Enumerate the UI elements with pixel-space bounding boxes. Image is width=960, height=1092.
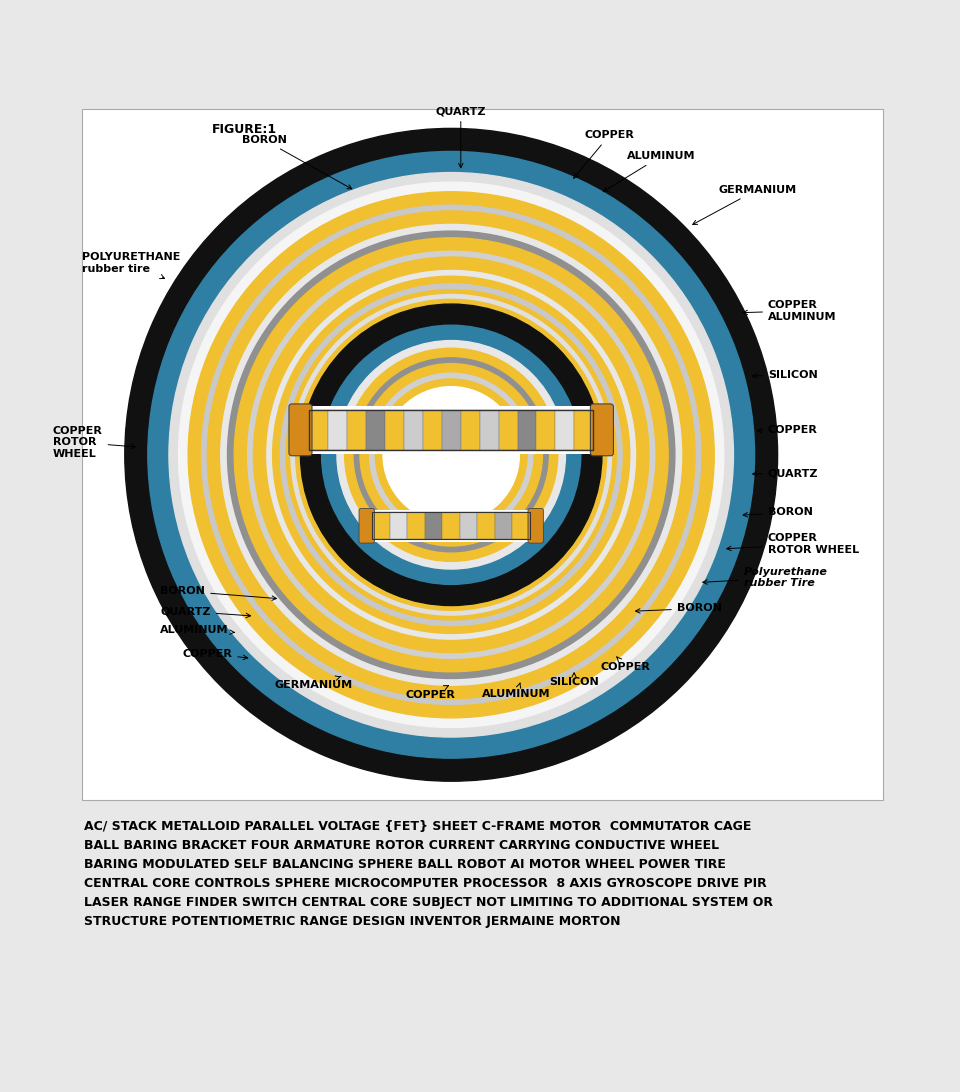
Text: COPPER
ALUMINUM: COPPER ALUMINUM: [743, 300, 836, 322]
Text: BORON: BORON: [242, 134, 351, 189]
Bar: [422, 410, 442, 450]
Text: ALUMINUM: ALUMINUM: [160, 626, 234, 636]
Text: ALUMINUM: ALUMINUM: [603, 151, 695, 192]
Bar: [366, 410, 385, 450]
Text: QUARTZ: QUARTZ: [160, 606, 251, 618]
Bar: [477, 512, 495, 539]
Text: SILICON: SILICON: [753, 370, 818, 380]
Bar: [460, 512, 477, 539]
Bar: [574, 410, 593, 450]
Text: GERMANIUM: GERMANIUM: [693, 185, 796, 225]
Text: COPPER: COPPER: [574, 130, 635, 178]
Bar: [461, 410, 480, 450]
Text: Polyurethane
rubber Tire: Polyurethane rubber Tire: [703, 567, 828, 589]
Bar: [442, 410, 461, 450]
Bar: [292, 406, 611, 454]
Bar: [443, 512, 460, 539]
Text: BORON: BORON: [743, 508, 813, 518]
Text: FIGURE:1: FIGURE:1: [212, 123, 277, 135]
Bar: [407, 512, 425, 539]
Text: COPPER: COPPER: [405, 686, 455, 700]
Bar: [425, 512, 443, 539]
Text: QUARTZ: QUARTZ: [753, 468, 819, 478]
Text: AC/ STACK METALLOID PARALLEL VOLTAGE {FET} SHEET C-FRAME MOTOR  COMMUTATOR CAGE
: AC/ STACK METALLOID PARALLEL VOLTAGE {FE…: [84, 820, 774, 927]
Bar: [495, 512, 513, 539]
Bar: [498, 410, 517, 450]
Bar: [513, 512, 530, 539]
Text: BORON: BORON: [636, 604, 722, 614]
Bar: [404, 410, 422, 450]
Bar: [480, 410, 498, 450]
Text: ALUMINUM: ALUMINUM: [482, 684, 551, 699]
Bar: [361, 510, 541, 542]
Bar: [537, 410, 556, 450]
Text: COPPER: COPPER: [182, 649, 248, 660]
Bar: [372, 512, 530, 539]
FancyBboxPatch shape: [528, 509, 543, 543]
Text: SILICON: SILICON: [549, 673, 599, 687]
Bar: [390, 512, 407, 539]
Bar: [556, 410, 574, 450]
Text: GERMANIUM: GERMANIUM: [275, 676, 353, 690]
Bar: [517, 410, 537, 450]
Bar: [347, 410, 366, 450]
FancyBboxPatch shape: [289, 404, 312, 455]
Circle shape: [383, 387, 519, 523]
Bar: [309, 410, 593, 450]
FancyBboxPatch shape: [359, 509, 374, 543]
Text: BORON: BORON: [160, 586, 276, 601]
Bar: [372, 512, 390, 539]
Text: POLYURETHANE
rubber tire: POLYURETHANE rubber tire: [82, 252, 180, 278]
Text: COPPER: COPPER: [601, 657, 651, 672]
Text: COPPER
ROTOR WHEEL: COPPER ROTOR WHEEL: [727, 533, 859, 555]
Text: COPPER
ROTOR
WHEEL: COPPER ROTOR WHEEL: [53, 426, 135, 459]
Text: COPPER: COPPER: [757, 425, 818, 435]
Text: QUARTZ: QUARTZ: [436, 106, 486, 168]
Bar: [309, 410, 328, 450]
Bar: [328, 410, 347, 450]
Bar: [385, 410, 404, 450]
FancyBboxPatch shape: [82, 109, 883, 800]
FancyBboxPatch shape: [590, 404, 613, 455]
